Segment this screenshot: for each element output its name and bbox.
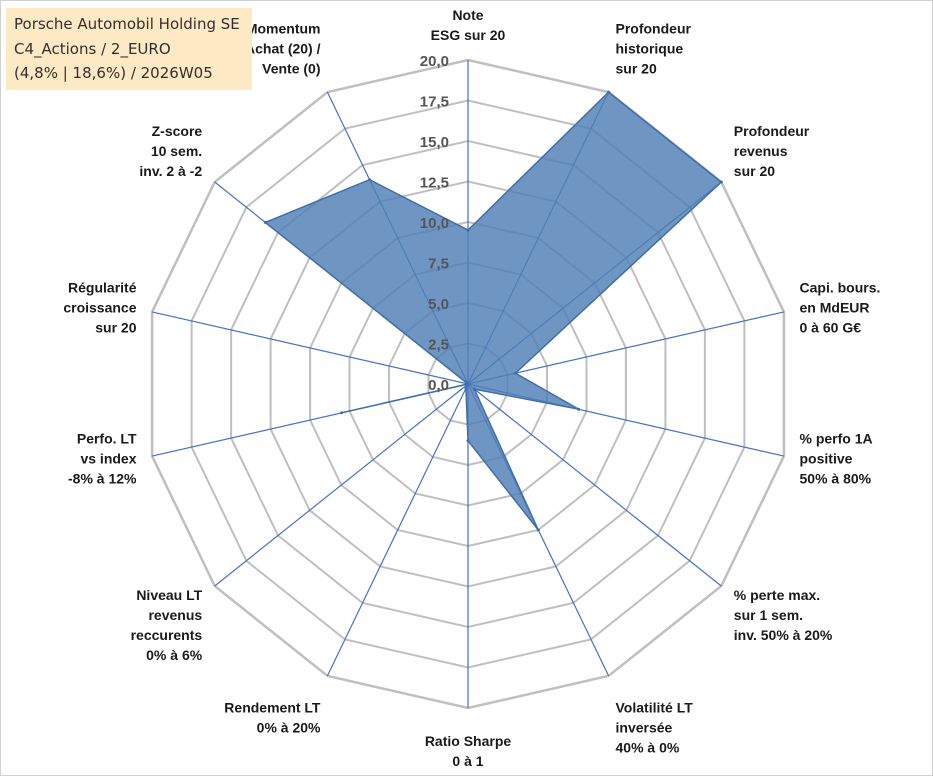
- axis-label-line: Z-score: [152, 123, 203, 139]
- tick-label: 7,5: [428, 256, 449, 273]
- axis-label-line: Profondeur: [616, 21, 692, 37]
- axis-label-line: Note: [452, 7, 483, 23]
- data-point: [536, 528, 540, 532]
- axis-label-line: ESG sur 20: [431, 27, 506, 43]
- axis-spoke: [214, 383, 469, 587]
- axis-label: Profondeur historique sur 20: [616, 21, 692, 77]
- axis-label: Volatilité LT inversée 40% à 0%: [616, 699, 694, 755]
- axis-label: Momentum Achat (20) / Vente (0): [245, 21, 321, 77]
- tick-label: 10,0: [420, 215, 449, 232]
- data-point: [466, 382, 470, 386]
- axis-label: % perte max. sur 1 sem. inv. 50% à 20%: [734, 587, 833, 643]
- info-box: Porsche Automobil Holding SE C4_Actions …: [6, 8, 252, 90]
- axis-label-line: en MdEUR: [800, 299, 870, 315]
- axis-label-line: inversée: [616, 719, 673, 735]
- axis-label-line: Ratio Sharpe: [425, 733, 512, 749]
- axis-label-line: Achat (20) /: [245, 41, 321, 57]
- radar-tick-labels: 0,0 2,5 5,0 7,5 10,0 12,5 15,0 17,5 20,0: [420, 53, 449, 394]
- tick-label: 20,0: [420, 53, 449, 70]
- axis-label-line: inv. 50% à 20%: [734, 627, 833, 643]
- period-label: (4,8% | 18,6%) / 2026W05: [14, 64, 213, 82]
- axis-label-line: Vente (0): [262, 61, 320, 77]
- data-point: [513, 371, 517, 375]
- data-point: [263, 220, 267, 224]
- axis-label-line: Momentum: [246, 21, 321, 37]
- axis-label-line: reccurents: [131, 627, 203, 643]
- axis-label-line: 0 à 60 G€: [800, 319, 862, 335]
- category-label: C4_Actions / 2_EURO: [14, 39, 171, 58]
- axis-label-line: Perfo. LT: [77, 431, 137, 447]
- axis-label-line: positive: [800, 451, 853, 467]
- axis-spoke: [151, 311, 469, 385]
- axis-spoke: [467, 383, 722, 587]
- axis-label-line: croissance: [63, 299, 136, 315]
- data-point: [607, 90, 611, 94]
- axis-label: % perfo 1A positive 50% à 80%: [800, 431, 873, 487]
- axis-spoke: [326, 383, 469, 677]
- axis-label-line: sur 1 sem.: [734, 607, 803, 623]
- axis-label-line: -8% à 12%: [68, 471, 137, 487]
- axis-label-line: Capi. bours.: [800, 279, 881, 295]
- axis-label-line: Rendement LT: [224, 699, 321, 715]
- axis-label-line: inv. 2 à -2: [139, 163, 202, 179]
- data-point: [464, 386, 468, 390]
- axis-label-line: revenus: [734, 143, 788, 159]
- axis-label: Profondeur revenus sur 20: [734, 123, 810, 179]
- axis-label: Ratio Sharpe 0 à 1: [425, 733, 512, 769]
- axis-label-line: 0 à 1: [452, 753, 483, 769]
- axis-label: Niveau LT revenus reccurents 0% à 6%: [131, 587, 203, 663]
- radar-axis-labels: Note ESG sur 20 Profondeur historique sur 20…: [63, 7, 880, 769]
- data-point: [472, 387, 476, 391]
- tick-label: 2,5: [428, 337, 449, 354]
- axis-label-line: % perfo 1A: [800, 431, 873, 447]
- axis-label-line: sur 20: [734, 163, 775, 179]
- tick-label: 17,5: [420, 94, 449, 111]
- axis-label-line: Profondeur: [734, 123, 810, 139]
- company-name: Porsche Automobil Holding SE: [14, 15, 240, 33]
- data-point: [368, 178, 372, 182]
- axis-label-line: Niveau LT: [136, 587, 202, 603]
- axis-label-line: 50% à 80%: [800, 471, 872, 487]
- axis-label-line: 10 sem.: [151, 143, 202, 159]
- tick-label: 0,0: [428, 377, 449, 394]
- axis-label: Régularité croissance sur 20: [63, 279, 136, 335]
- axis-label-line: 40% à 0%: [616, 739, 680, 755]
- axis-label-line: 0% à 6%: [146, 647, 203, 663]
- axis-label-line: sur 20: [95, 319, 136, 335]
- axis-label: Rendement LT 0% à 20%: [224, 699, 321, 735]
- axis-label-line: historique: [616, 41, 684, 57]
- axis-label: Z-score 10 sem. inv. 2 à -2: [139, 123, 202, 179]
- axis-label-line: Régularité: [68, 279, 137, 295]
- tick-label: 5,0: [428, 296, 449, 313]
- data-point: [719, 180, 723, 184]
- axis-label-line: 0% à 20%: [257, 719, 321, 735]
- data-point: [466, 228, 470, 232]
- axis-label-line: % perte max.: [734, 587, 820, 603]
- tick-label: 15,0: [420, 134, 449, 151]
- data-point: [340, 411, 344, 415]
- data-point: [577, 407, 581, 411]
- data-point: [466, 439, 470, 443]
- axis-label-line: revenus: [148, 607, 202, 623]
- axis-label-line: vs index: [80, 451, 136, 467]
- axis-label-line: sur 20: [616, 61, 657, 77]
- tick-label: 12,5: [420, 175, 449, 192]
- radar-series: [263, 90, 723, 532]
- axis-label-line: Volatilité LT: [616, 699, 694, 715]
- axis-spoke: [467, 311, 785, 385]
- axis-label: Note ESG sur 20: [431, 7, 506, 43]
- axis-label: Perfo. LT vs index -8% à 12%: [68, 431, 137, 487]
- axis-label: Capi. bours. en MdEUR 0 à 60 G€: [800, 279, 881, 335]
